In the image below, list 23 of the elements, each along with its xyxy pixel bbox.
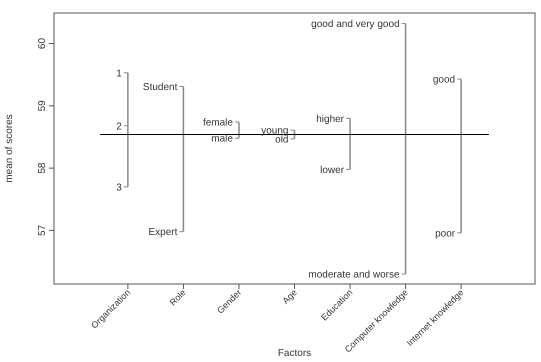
annotation: male [211, 134, 234, 145]
annotation: young [261, 126, 288, 137]
annotation: old [275, 134, 288, 146]
annotation: Student [142, 82, 178, 94]
annotation: 1 [116, 68, 122, 80]
annotation: female [202, 118, 234, 129]
annotation: higher [316, 114, 345, 125]
annotation: poor [435, 228, 456, 240]
annotation: Expert [148, 227, 178, 238]
y-tick-label: 60 [37, 38, 48, 50]
x-axis-title: Factors [278, 348, 312, 359]
annotation: 2 [116, 121, 122, 132]
y-tick-label: 59 [37, 100, 48, 112]
x-tick-label: Role [168, 287, 188, 308]
y-tick-label: 58 [37, 162, 48, 174]
annotation: 3 [116, 182, 122, 194]
annotation: lower [320, 164, 345, 176]
y-tick-label: 57 [37, 224, 48, 236]
annotation: good [432, 74, 456, 86]
annotation: good and very good [311, 19, 400, 30]
x-tick-label: Age [280, 287, 299, 306]
annotation: moderate and worse [308, 270, 400, 281]
y-axis-title: mean of scores [4, 114, 15, 183]
